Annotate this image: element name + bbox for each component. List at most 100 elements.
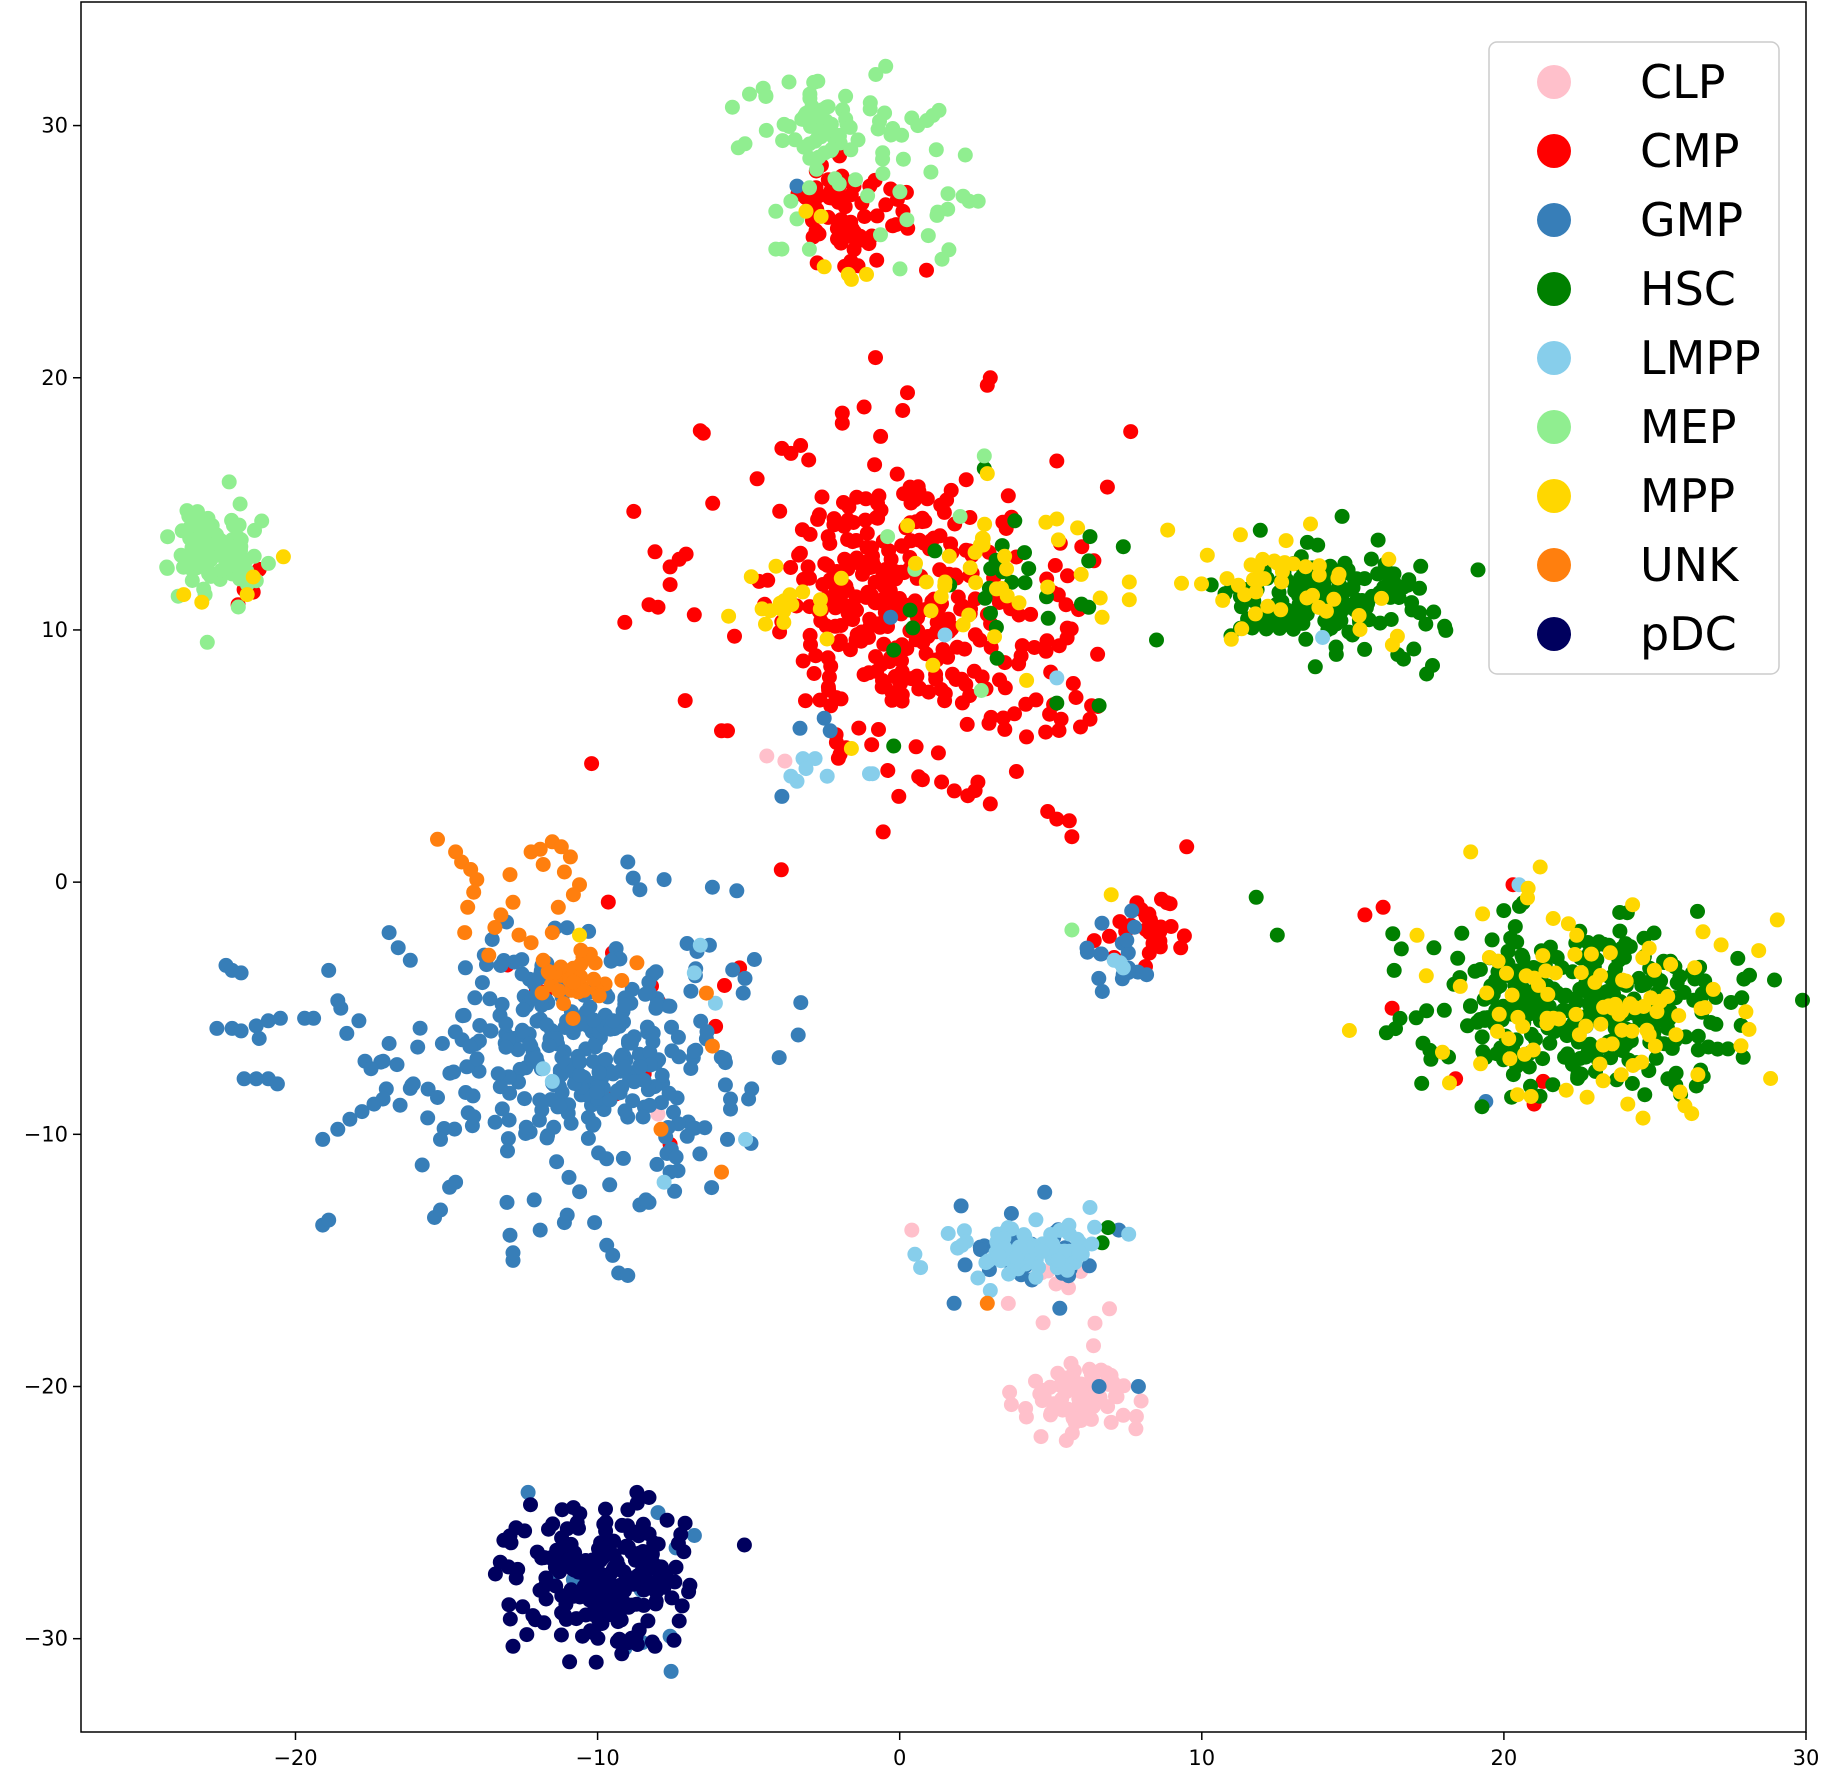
data-point-MPP [1442, 1075, 1457, 1091]
data-point-GMP [233, 965, 249, 981]
data-point-LMPP [819, 768, 835, 784]
data-point-HSC [1618, 936, 1634, 952]
data-point-GMP [448, 1174, 464, 1190]
data-point-GMP [654, 1067, 670, 1083]
data-point-MPP [923, 603, 939, 619]
data-point-UNK [457, 925, 473, 941]
data-point-MEP [807, 133, 823, 149]
y-tick-label: −20 [24, 1375, 68, 1399]
legend-item-LMPP: LMPP [1537, 331, 1761, 385]
data-point-CMP [867, 457, 883, 473]
data-point-CMP [992, 672, 1007, 688]
data-point-CMP [828, 734, 844, 750]
data-point-HSC [1324, 617, 1340, 633]
data-point-MPP [962, 560, 978, 576]
data-point-GMP [306, 1010, 322, 1026]
data-point-CMP [950, 589, 966, 605]
data-point-GMP [518, 1119, 534, 1135]
data-point-HSC [1082, 529, 1098, 545]
data-point-MPP [1641, 1027, 1657, 1043]
data-point-MPP [955, 617, 971, 633]
data-point-UNK [511, 927, 527, 943]
data-point-CMP [974, 669, 990, 685]
data-point-UNK [502, 867, 518, 883]
data-point-pDC [559, 1521, 575, 1537]
data-point-GMP [561, 1169, 577, 1185]
data-point-CMP [909, 668, 925, 684]
data-point-pDC [641, 1490, 657, 1505]
data-point-CLP [1050, 1365, 1066, 1381]
data-point-GMP [585, 1117, 601, 1133]
data-point-GMP [498, 1016, 514, 1032]
data-point-GMP [670, 1029, 686, 1045]
data-point-UNK [551, 983, 567, 999]
data-point-UNK [556, 996, 572, 1012]
data-point-MEP [831, 176, 847, 192]
y-tick-label: 0 [55, 870, 68, 894]
data-point-GMP [744, 1081, 760, 1097]
data-point-MPP [1569, 927, 1585, 943]
data-point-MPP [1604, 1036, 1620, 1052]
data-point-HSC [1767, 972, 1782, 988]
data-point-CMP [967, 627, 983, 643]
data-point-MPP [1326, 591, 1342, 607]
data-point-HSC [1363, 551, 1379, 567]
data-point-MEP [875, 166, 891, 182]
data-point-CMP [902, 479, 918, 495]
data-point-GMP [692, 1146, 708, 1162]
data-point-MPP [1049, 511, 1065, 527]
data-point-GMP [957, 1257, 973, 1273]
data-point-GMP [390, 940, 406, 956]
data-point-HSC [1648, 1050, 1664, 1066]
data-point-MPP [813, 208, 829, 224]
data-point-LMPP [1121, 1226, 1137, 1242]
data-point-MPP [1510, 1009, 1526, 1025]
data-point-HSC [1564, 1056, 1580, 1072]
data-point-HSC [1017, 575, 1033, 591]
data-point-MEP [892, 261, 908, 277]
data-point-HSC [1081, 553, 1097, 569]
x-tick-label: 0 [893, 1746, 906, 1770]
data-point-GMP [472, 1018, 488, 1033]
data-point-MEP [737, 136, 753, 152]
data-point-LMPP [1034, 1244, 1050, 1260]
data-point-pDC [562, 1654, 578, 1670]
data-point-MEP [809, 161, 825, 177]
data-point-GMP [632, 1059, 648, 1075]
data-point-MEP [877, 105, 893, 121]
data-point-HSC [1422, 1042, 1438, 1058]
data-point-MPP [743, 569, 759, 585]
data-point-GMP [822, 723, 838, 739]
data-point-CMP [919, 491, 935, 507]
data-point-HSC [1477, 1012, 1493, 1028]
data-point-GMP [737, 970, 753, 986]
data-point-GMP [526, 1192, 542, 1208]
data-point-GMP [632, 882, 648, 898]
data-point-CMP [932, 528, 948, 544]
legend-label: pDC [1640, 607, 1737, 661]
data-point-MPP [1693, 1001, 1709, 1017]
data-point-CMP [857, 512, 873, 528]
data-point-MPP [1532, 859, 1548, 875]
data-point-CMP [851, 720, 867, 736]
data-point-HSC [1307, 659, 1323, 675]
data-point-GMP [615, 1150, 631, 1166]
data-point-UNK [562, 849, 578, 865]
data-point-HSC [1700, 1039, 1716, 1055]
data-point-MEP [923, 164, 939, 180]
data-point-HSC [1286, 619, 1302, 634]
data-point-GMP [269, 1076, 285, 1092]
data-point-HSC [1664, 1040, 1680, 1056]
legend-box [1488, 41, 1780, 675]
data-point-MPP [1234, 621, 1250, 637]
data-point-MPP [1763, 1071, 1779, 1086]
data-point-CMP [1357, 907, 1373, 923]
data-point-MPP [840, 266, 856, 282]
data-point-LMPP [656, 1174, 672, 1190]
data-point-HSC [1393, 941, 1409, 957]
data-point-HSC [1690, 1028, 1706, 1044]
data-point-CMP [954, 671, 970, 687]
data-point-MEP [160, 529, 176, 545]
data-point-CMP [943, 482, 959, 498]
data-point-HSC [1545, 1077, 1561, 1093]
